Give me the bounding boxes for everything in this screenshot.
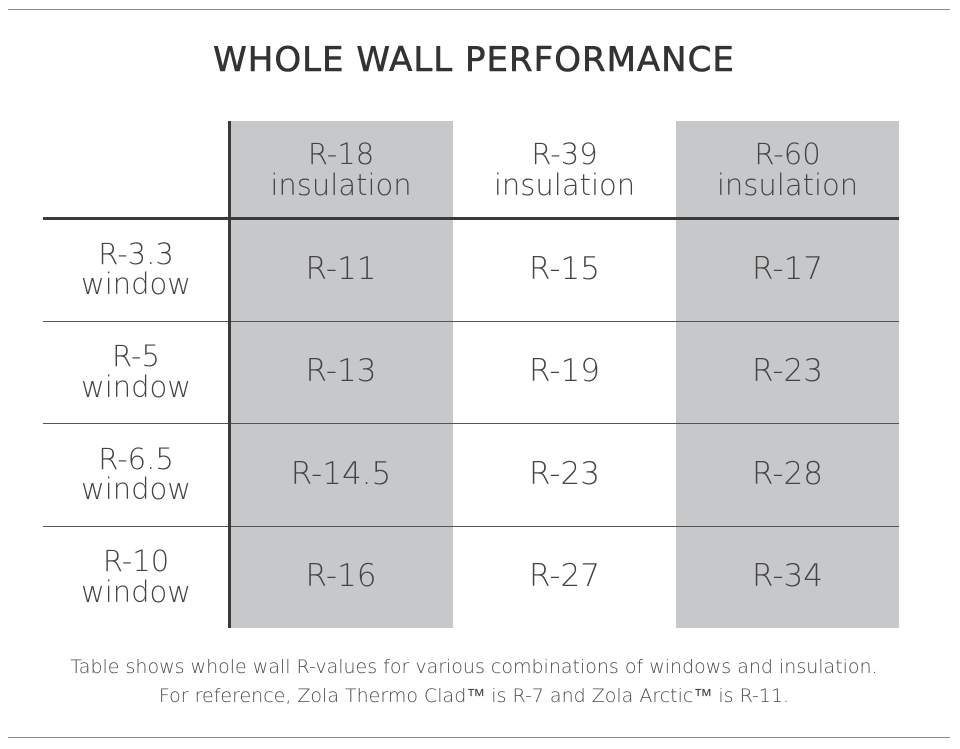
value-cell-r3-c1: R-14.5 (229, 423, 453, 526)
value-cell-r2-c1: R-13 (229, 321, 453, 424)
value-cell-r3-c2-text: R-23 (529, 455, 600, 492)
value-cell-r2-c3-text: R-23 (752, 353, 823, 390)
value-cell-r4-c3-text: R-34 (752, 558, 823, 595)
value-cell-r1-c2-text: R-15 (529, 250, 600, 287)
row-header-divider (228, 121, 231, 628)
row-header-3-text-2: window (80, 472, 192, 507)
row-divider-2 (43, 423, 899, 424)
column-header-3-text-2: insulation (716, 167, 859, 202)
r-value-table: R-18 insulation R-39 insulation R-60 insulati… (43, 121, 899, 628)
shaded-column-3 (676, 121, 899, 628)
row-header-1: R-3.3 window (43, 218, 229, 321)
value-cell-r4-c3: R-34 (676, 526, 899, 629)
row-header-4: R-10 window (43, 526, 229, 629)
value-cell-r3-c3: R-28 (676, 423, 899, 526)
value-cell-r1-c2: R-15 (453, 218, 676, 321)
value-cell-r2-c2: R-19 (453, 321, 676, 424)
column-header-2-text-2: insulation (493, 167, 636, 202)
column-header-2: R-39 insulation (453, 121, 676, 218)
value-cell-r4-c2-text: R-27 (529, 558, 600, 595)
value-cell-r1-c3: R-17 (676, 218, 899, 321)
bottom-rule (8, 737, 950, 738)
header-divider (43, 217, 899, 220)
row-header-3-text-1: R-6.5 (98, 441, 174, 476)
value-cell-r3-c3-text: R-28 (752, 455, 823, 492)
row-header-2: R-5 window (43, 321, 229, 424)
value-cell-r1-c3-text: R-17 (752, 250, 823, 287)
footnote-line-2: For reference, Zola Thermo Clad™ is R-7 … (158, 685, 790, 707)
row-header-2-text-1: R-5 (112, 339, 160, 374)
row-divider-1 (43, 321, 899, 322)
footnote-line-1: Table shows whole wall R-values for vari… (70, 656, 878, 678)
value-cell-r3-c2: R-23 (453, 423, 676, 526)
column-header-3: R-60 insulation (676, 121, 899, 218)
top-rule (8, 9, 950, 10)
row-header-2-text-2: window (80, 369, 192, 404)
value-cell-r4-c1: R-16 (229, 526, 453, 629)
value-cell-r2-c2-text: R-19 (529, 353, 600, 390)
row-header-1-text-1: R-3.3 (98, 236, 174, 271)
column-header-1: R-18 insulation (229, 121, 453, 218)
row-divider-3 (43, 526, 899, 527)
row-header-1-text-2: window (80, 267, 192, 302)
value-cell-r2-c1-text: R-13 (305, 353, 377, 390)
value-cell-r3-c1-text: R-14.5 (290, 455, 392, 492)
column-header-1-text-2: insulation (270, 167, 412, 202)
row-header-4-text-1: R-10 (102, 544, 170, 579)
column-header-3-text-1: R-60 (754, 137, 821, 172)
page-title: WHOLE WALL PERFORMANCE (213, 40, 735, 81)
shaded-column-1 (229, 121, 453, 628)
value-cell-r1-c1: R-11 (229, 218, 453, 321)
value-cell-r4-c2: R-27 (453, 526, 676, 629)
value-cell-r2-c3: R-23 (676, 321, 899, 424)
value-cell-r4-c1-text: R-16 (305, 558, 377, 595)
row-header-3: R-6.5 window (43, 423, 229, 526)
column-header-2-text-1: R-39 (531, 137, 598, 172)
value-cell-r1-c1-text: R-11 (305, 250, 377, 287)
row-header-4-text-2: window (80, 574, 192, 609)
column-header-1-text-1: R-18 (307, 137, 375, 172)
